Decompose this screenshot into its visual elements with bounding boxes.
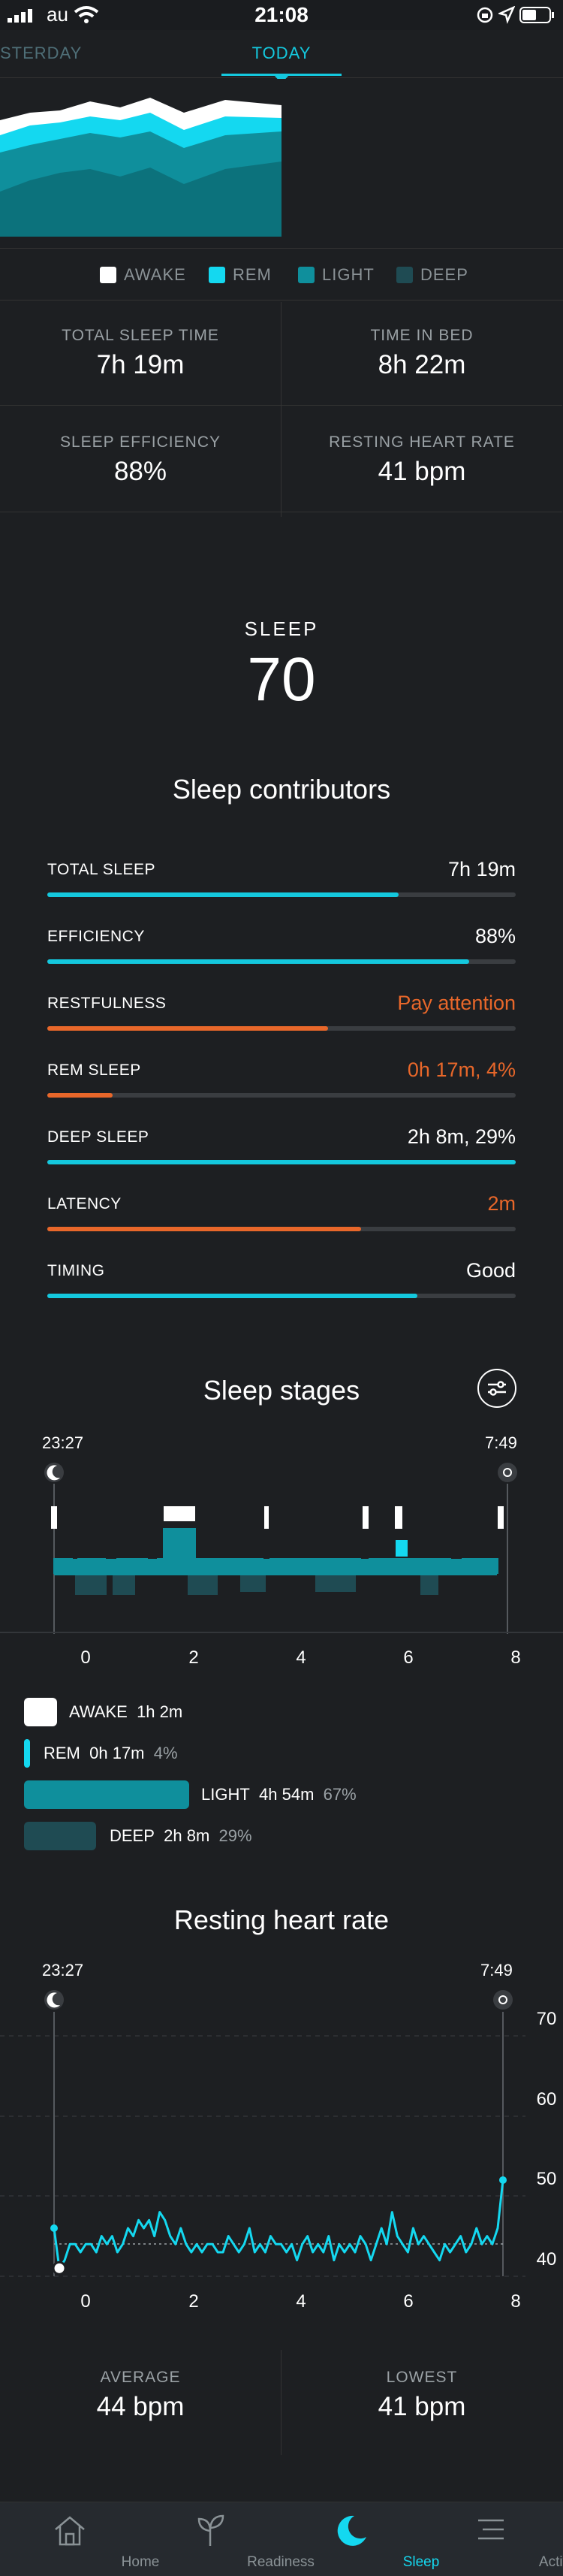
- stage-light-label: LIGHT 4h 54m 67%: [201, 1785, 357, 1804]
- hr-ytick-40: 40: [536, 2249, 557, 2269]
- sun-icon: [498, 1463, 517, 1482]
- legend-awake: AWAKE: [100, 265, 186, 285]
- contributor-bar-fill: [47, 1093, 113, 1098]
- stage-rem-label: REM 0h 17m 4%: [44, 1744, 178, 1762]
- hr-xtick-6: 6: [403, 2291, 414, 2312]
- light-bar: [24, 1780, 189, 1809]
- stages-tick-2: 2: [188, 1647, 199, 1668]
- stages-tick-6: 6: [403, 1647, 414, 1668]
- location-icon: [498, 6, 515, 24]
- legend-rem: REM: [209, 265, 272, 285]
- stages-tick-8: 8: [510, 1647, 521, 1668]
- tab-indicator: [221, 74, 342, 76]
- contributor-bar-fill: [47, 1294, 417, 1298]
- wifi-icon: [74, 6, 99, 23]
- deep-swatch-icon: [396, 267, 413, 283]
- hr-xtick-4: 4: [296, 2291, 306, 2312]
- light-swatch-icon: [298, 267, 315, 283]
- contributor-latency[interactable]: LATENCY 2m: [47, 1192, 516, 1240]
- clock: 21:08: [254, 3, 309, 26]
- resting-hr-title: Resting heart rate: [173, 1904, 390, 1935]
- status-bar: au 21:08: [0, 0, 563, 30]
- hr-ytick-50: 50: [536, 2169, 557, 2189]
- awake-bar: [24, 1698, 57, 1726]
- contributor-bar-fill: [47, 1227, 362, 1231]
- list-icon: [478, 2519, 504, 2540]
- orientation-lock-icon: [477, 7, 493, 23]
- hr-stats-divider: [281, 2350, 282, 2455]
- stat-time-in-bed: TIME IN BED 8h 22m: [282, 300, 562, 406]
- hr-xtick-2: 2: [188, 2291, 199, 2312]
- overview-deep-area: [0, 162, 282, 237]
- home-icon: [55, 2516, 85, 2546]
- score-label: SLEEP: [244, 618, 319, 640]
- sliders-icon: [488, 1381, 506, 1396]
- sleep-stages-chart[interactable]: [0, 1454, 563, 1634]
- hr-series-line: [53, 2179, 504, 2269]
- stages-end-time: 7:49: [485, 1433, 517, 1452]
- hr-start-time: 23:27: [42, 1961, 84, 1980]
- hypnogram-overview[interactable]: [0, 79, 563, 237]
- stage-legend: AWAKE REM LIGHT DEEP: [0, 248, 563, 300]
- stages-settings-button[interactable]: [477, 1369, 516, 1408]
- awake-swatch-icon: [100, 267, 116, 283]
- contributor-bar-fill: [47, 1160, 516, 1164]
- stage-deep-label: DEEP 2h 8m 29%: [110, 1826, 252, 1845]
- tab-sleep[interactable]: Sleep: [281, 2502, 439, 2576]
- stat-resting-heart-rate: RESTING HEART RATE 41 bpm: [282, 407, 562, 512]
- tab-readiness[interactable]: Readiness: [140, 2502, 315, 2576]
- contributor-bar-fill: [47, 1026, 329, 1031]
- tab-yesterday[interactable]: STERDAY: [0, 44, 83, 62]
- contributor-timing[interactable]: TIMING Good: [47, 1259, 516, 1307]
- tab-home[interactable]: Home: [0, 2502, 159, 2576]
- stage-awake-label: AWAKE 1h 2m: [69, 1702, 183, 1721]
- bottom-tab-bar: Home Readiness Sleep Activity: [0, 2502, 563, 2576]
- sleep-stages-title: Sleep stages: [203, 1375, 360, 1406]
- contributors-title: Sleep contributors: [172, 774, 391, 805]
- sprout-icon: [197, 2514, 224, 2546]
- stages-start-time: 23:27: [42, 1433, 84, 1452]
- legend-light: LIGHT: [298, 265, 375, 285]
- hr-sun-icon: [493, 1990, 513, 2010]
- contributor-bar-fill: [47, 959, 469, 964]
- deep-bar: [24, 1822, 96, 1850]
- hr-gridlines: [0, 2035, 525, 2277]
- hr-average-stat: AVERAGE 44 bpm: [96, 2369, 185, 2421]
- hr-end-point: [499, 2176, 507, 2184]
- hr-start-point: [50, 2224, 58, 2232]
- contributor-total-sleep[interactable]: TOTAL SLEEP 7h 19m: [47, 858, 516, 906]
- hr-ytick-60: 60: [536, 2089, 557, 2109]
- stat-total-sleep-time: TOTAL SLEEP TIME 7h 19m: [0, 300, 281, 406]
- day-tabs: STERDAY TODAY: [0, 30, 563, 83]
- legend-deep: DEEP: [396, 265, 468, 285]
- stats-divider: [281, 302, 282, 517]
- hr-end-time: 7:49: [480, 1961, 513, 1980]
- tab-today[interactable]: TODAY: [251, 44, 312, 62]
- contributor-restfulness[interactable]: RESTFULNESS Pay attention: [47, 992, 516, 1040]
- resting-hr-chart[interactable]: [0, 1983, 563, 2284]
- rem-swatch-icon: [209, 267, 225, 283]
- hr-ytick-70: 70: [536, 2009, 557, 2029]
- carrier: au: [47, 3, 68, 26]
- moon-tab-icon: [337, 2515, 366, 2546]
- hr-xtick-0: 0: [80, 2291, 91, 2312]
- contributor-rem-sleep[interactable]: REM SLEEP 0h 17m, 4%: [47, 1058, 516, 1107]
- contributor-deep-sleep[interactable]: DEEP SLEEP 2h 8m, 29%: [47, 1125, 516, 1173]
- sleep-score: 70: [247, 645, 316, 714]
- signal-icon: [8, 9, 32, 23]
- stages-tick-0: 0: [80, 1647, 91, 1668]
- hr-xtick-8: 8: [510, 2291, 521, 2312]
- tab-activity[interactable]: Activity: [421, 2502, 563, 2576]
- stat-sleep-efficiency: SLEEP EFFICIENCY 88%: [0, 407, 281, 512]
- battery-icon: [519, 7, 554, 23]
- contributor-bar-fill: [47, 892, 399, 897]
- contributor-efficiency[interactable]: EFFICIENCY 88%: [47, 925, 516, 973]
- hr-lowest-stat: LOWEST 41 bpm: [378, 2369, 466, 2421]
- stages-tick-4: 4: [296, 1647, 306, 1668]
- rem-bar: [24, 1739, 30, 1768]
- hr-lowest-point: [52, 2260, 67, 2276]
